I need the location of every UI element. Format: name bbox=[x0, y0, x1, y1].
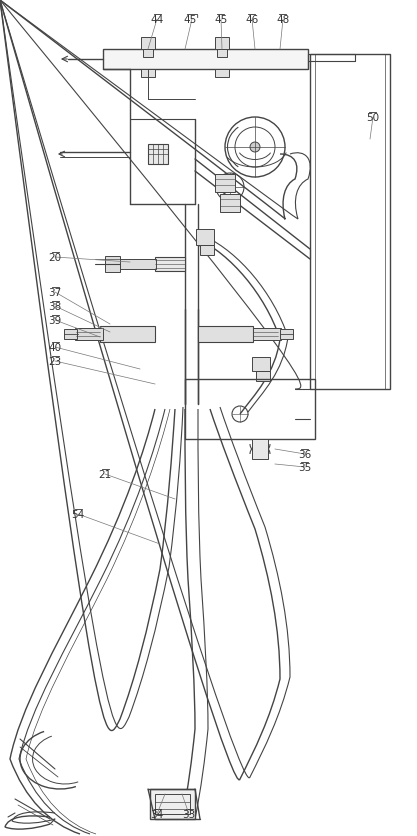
Bar bbox=[217, 50, 227, 58]
Text: 21: 21 bbox=[98, 470, 112, 479]
Bar bbox=[105, 257, 120, 273]
Text: 48: 48 bbox=[276, 15, 290, 25]
Text: 46: 46 bbox=[245, 15, 259, 25]
Bar bbox=[100, 327, 155, 343]
Bar bbox=[141, 38, 155, 50]
Text: 50: 50 bbox=[367, 113, 379, 123]
Bar bbox=[215, 38, 229, 50]
Bar bbox=[148, 145, 168, 165]
Bar bbox=[256, 371, 270, 381]
Bar bbox=[215, 70, 229, 78]
Bar bbox=[141, 70, 155, 78]
Bar bbox=[150, 789, 195, 819]
Text: 40: 40 bbox=[48, 343, 62, 353]
Bar bbox=[185, 380, 315, 440]
Text: 37: 37 bbox=[48, 288, 62, 298]
Bar bbox=[198, 327, 253, 343]
Text: 23: 23 bbox=[48, 357, 62, 366]
Bar bbox=[252, 358, 270, 371]
Text: 20: 20 bbox=[48, 252, 62, 263]
Bar bbox=[220, 195, 240, 212]
Bar bbox=[75, 329, 103, 340]
Text: 45': 45' bbox=[184, 15, 200, 25]
Bar bbox=[310, 55, 390, 390]
Text: 45: 45 bbox=[214, 15, 228, 25]
Bar bbox=[103, 50, 308, 70]
Text: 33: 33 bbox=[182, 809, 196, 819]
Text: 36: 36 bbox=[299, 450, 311, 460]
Bar bbox=[280, 329, 293, 339]
Bar bbox=[64, 329, 77, 339]
Text: 39: 39 bbox=[48, 316, 62, 325]
Text: 54: 54 bbox=[71, 509, 85, 519]
Bar bbox=[196, 230, 214, 246]
Text: 38: 38 bbox=[48, 302, 62, 312]
Text: 35: 35 bbox=[299, 462, 311, 472]
Bar bbox=[252, 440, 268, 460]
Bar bbox=[155, 257, 185, 272]
Bar bbox=[118, 260, 156, 270]
Text: 44: 44 bbox=[151, 15, 163, 25]
Bar bbox=[155, 794, 190, 814]
Bar bbox=[253, 329, 281, 340]
Bar bbox=[200, 246, 214, 256]
Bar bbox=[215, 175, 235, 193]
Text: 34: 34 bbox=[151, 809, 163, 819]
Bar bbox=[143, 50, 153, 58]
Circle shape bbox=[250, 143, 260, 153]
